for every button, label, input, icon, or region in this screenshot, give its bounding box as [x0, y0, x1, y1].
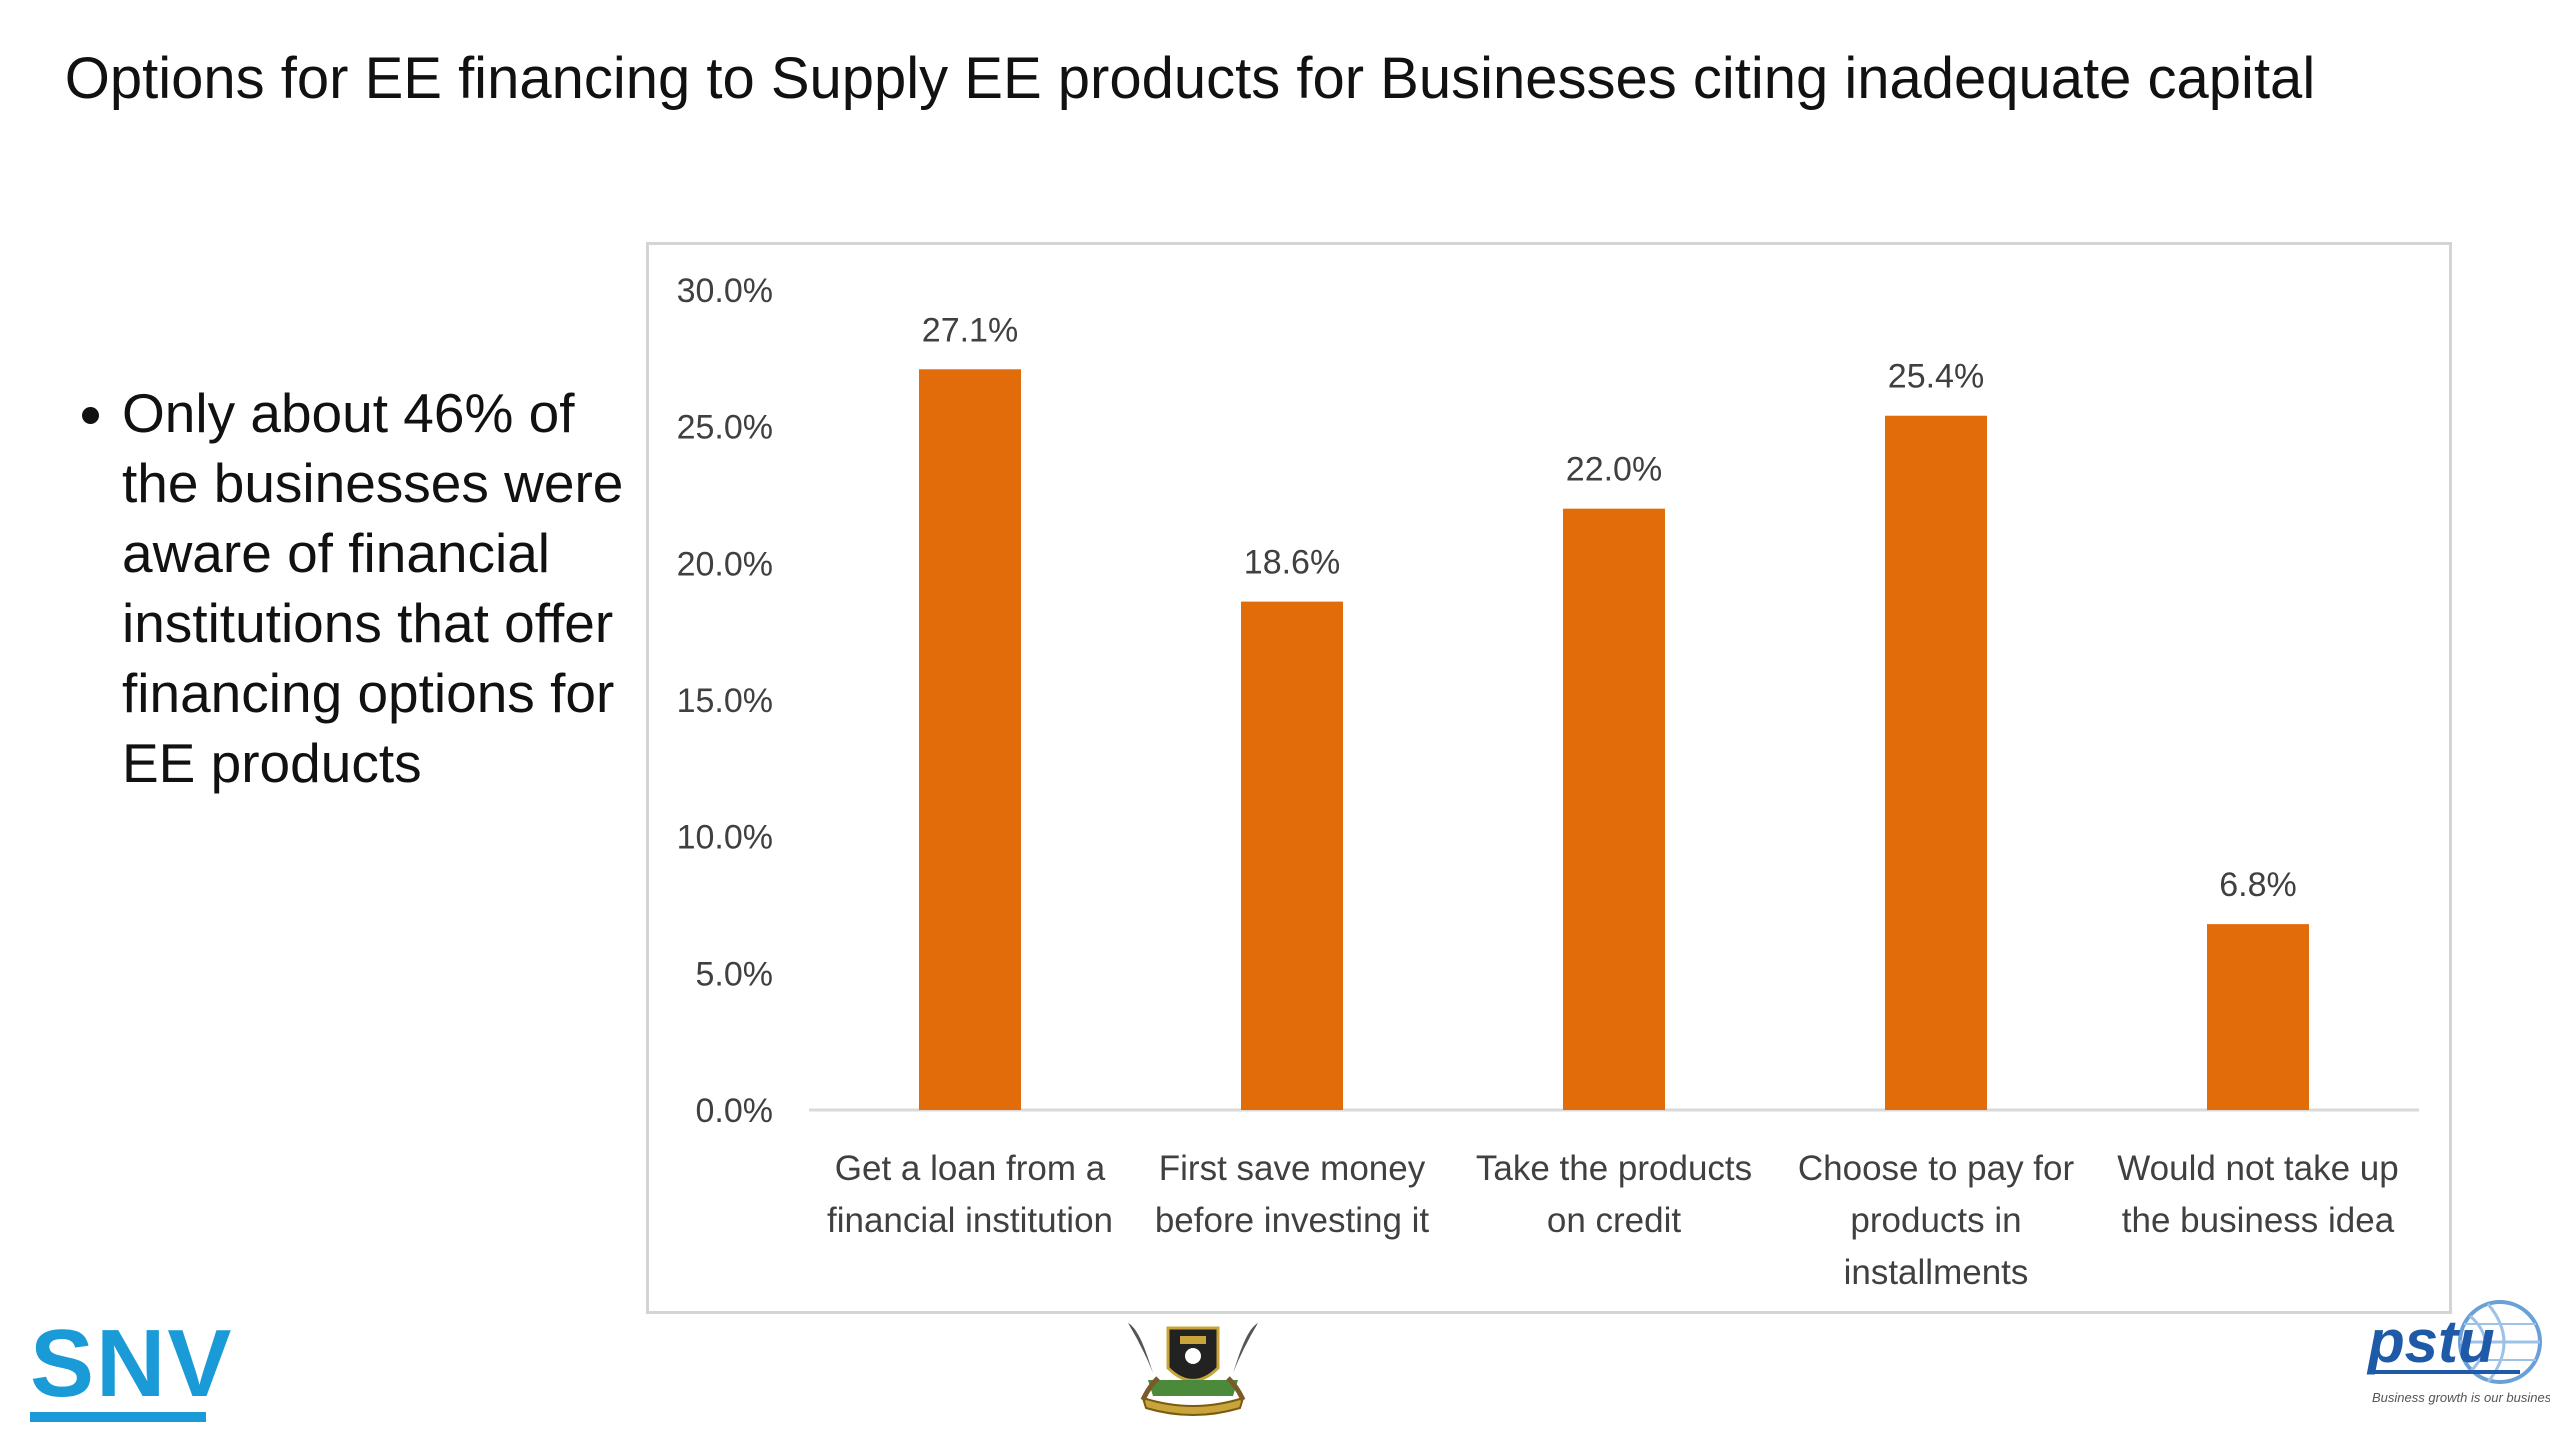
y-tick-label: 0.0%	[696, 1092, 774, 1130]
x-tick-label: Get a loan from a financial institution	[827, 1149, 1113, 1240]
x-tick-label-line: installments	[1844, 1253, 2029, 1292]
data-label: 6.8%	[2219, 866, 2297, 904]
svg-text:pstu: pstu	[2366, 1308, 2495, 1375]
y-tick-label: 5.0%	[696, 955, 774, 993]
x-tick-label-line: on credit	[1547, 1201, 1682, 1240]
bar	[1885, 415, 1987, 1110]
bullet-item: Only about 46% of the businesses were aw…	[122, 378, 630, 798]
x-tick-label-line: the business idea	[2122, 1201, 2395, 1240]
data-label: 25.4%	[1888, 358, 1984, 396]
x-tick-label: Choose to pay for products in installments	[1798, 1149, 2075, 1292]
x-tick-label-line: products in	[1850, 1201, 2021, 1240]
x-tick-label-line: First save money	[1159, 1149, 1426, 1188]
x-tick-label-line: before investing it	[1155, 1201, 1430, 1240]
y-tick-label: 25.0%	[677, 409, 773, 447]
snv-logo-underline	[30, 1412, 206, 1422]
data-label: 18.6%	[1244, 544, 1340, 582]
y-tick-label: 10.0%	[677, 819, 773, 857]
slide-title: Options for EE financing to Supply EE pr…	[64, 46, 2316, 111]
y-tick-label: 20.0%	[677, 545, 773, 583]
x-tick-label-line: Would not take up	[2117, 1149, 2399, 1188]
data-label: 27.1%	[922, 311, 1018, 349]
chart-frame: 0.0% 5.0% 10.0% 15.0% 20.0% 25.0% 30.0% 27.1% Ge…	[646, 242, 2452, 1314]
bar	[2207, 924, 2309, 1110]
data-label: 22.0%	[1566, 451, 1662, 489]
x-tick-label-line: Take the products	[1476, 1149, 1752, 1188]
x-tick-label: First save money before investing it	[1155, 1149, 1430, 1240]
x-tick-label-line: Choose to pay for	[1798, 1149, 2075, 1188]
bar	[919, 369, 1021, 1110]
snv-logo: SNV	[30, 1310, 234, 1428]
x-tick-label: Take the products on credit	[1476, 1149, 1752, 1240]
y-tick-label: 30.0%	[677, 272, 773, 310]
y-tick-label: 15.0%	[677, 682, 773, 720]
bar	[1241, 601, 1343, 1110]
bar-chart: 0.0% 5.0% 10.0% 15.0% 20.0% 25.0% 30.0% 27.1% Ge…	[677, 272, 2419, 1292]
bar	[1563, 508, 1665, 1111]
bullet-list: Only about 46% of the businesses were aw…	[70, 378, 630, 798]
x-tick-label-line: financial institution	[827, 1201, 1113, 1240]
snv-logo-text: SNV	[30, 1310, 234, 1417]
x-tick-label-line: Get a loan from a	[835, 1149, 1106, 1188]
pstu-logo: pstu Business growth is our business	[2360, 1296, 2558, 1416]
x-tick-label: Would not take up the business idea	[2117, 1149, 2399, 1240]
coat-of-arms-logo	[1118, 1318, 1268, 1418]
pstu-tagline: Business growth is our business	[2372, 1390, 2550, 1405]
